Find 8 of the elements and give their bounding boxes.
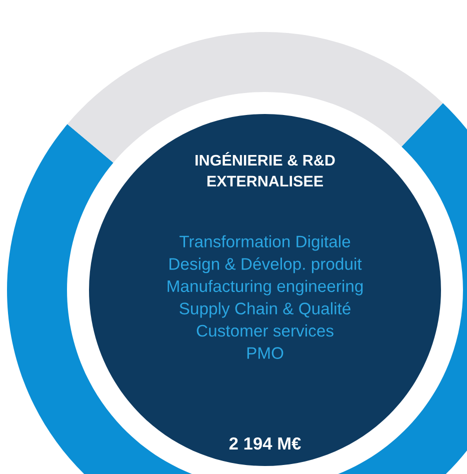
text: INGÉNIERIE & R&D EXTERNALISEE — [196, 152, 335, 187]
text: Manufacturing engineering — [168, 280, 363, 296]
text: PMO — [247, 347, 284, 359]
text: Customer services — [196, 324, 334, 337]
text: Transformation Digitale — [180, 235, 350, 251]
text: Supply Chain & Qualité — [180, 302, 350, 318]
text: 2 194 M€ — [229, 437, 301, 450]
text: Design & Dévelop. produit — [170, 257, 362, 274]
